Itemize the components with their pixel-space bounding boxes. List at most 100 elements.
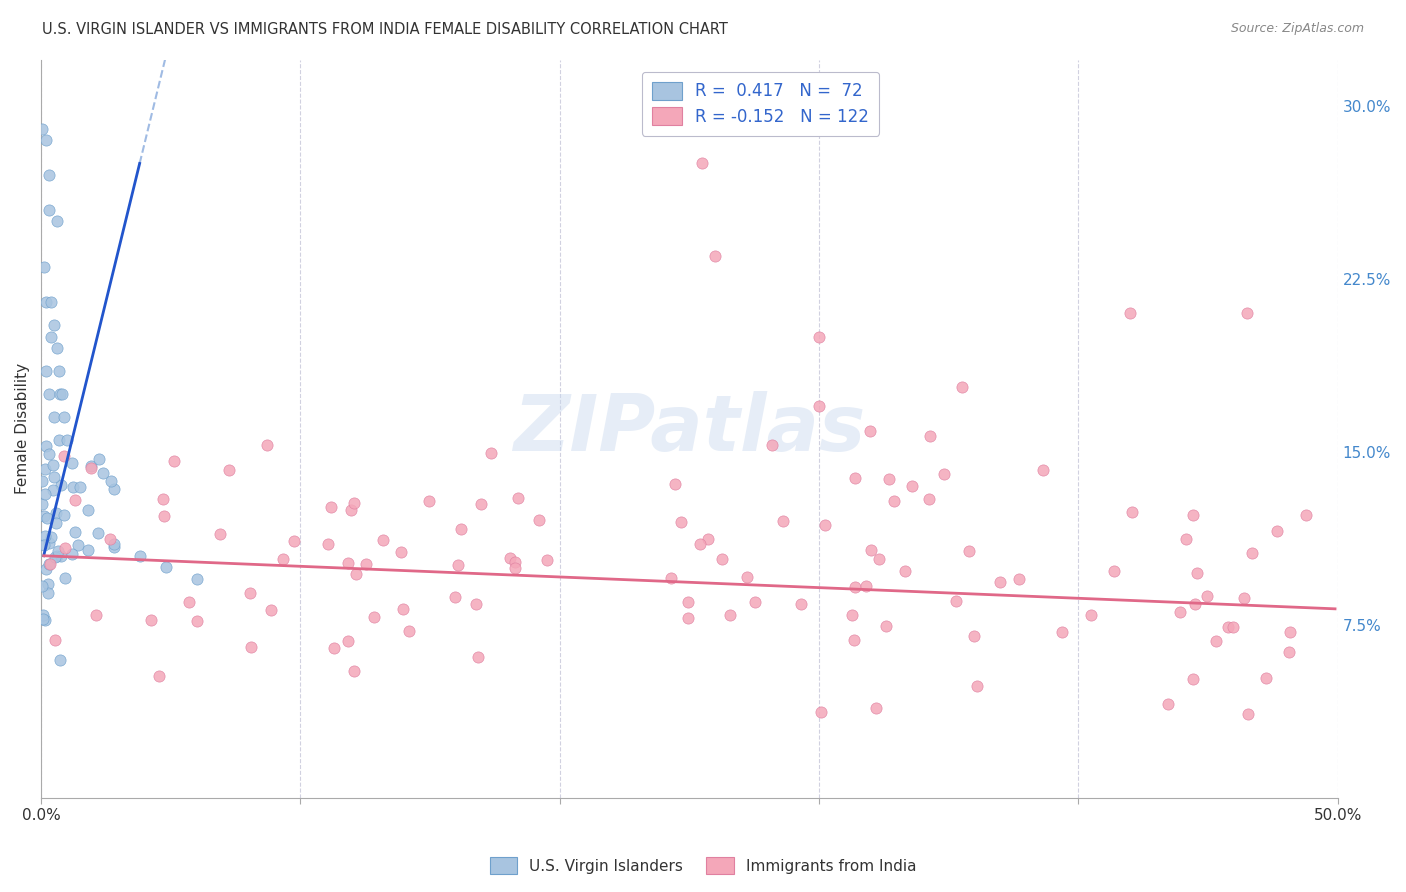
Point [844, 580, 866, 594]
Point [467, 650, 489, 665]
Point [808, 399, 831, 413]
Point [42, 458, 65, 472]
Point [704, 249, 727, 263]
Point [31, 497, 53, 511]
Point [392, 602, 415, 616]
Point [35, 364, 58, 378]
Point [844, 471, 866, 485]
Point [37, 511, 59, 525]
Point [63, 493, 86, 508]
Point [527, 513, 550, 527]
Point [218, 462, 240, 476]
Point [1237, 707, 1260, 722]
Point [152, 491, 174, 506]
Point [398, 624, 420, 638]
Point [56, 434, 79, 448]
Point [900, 479, 922, 493]
Point [865, 701, 887, 715]
Point [1008, 572, 1031, 586]
Point [450, 522, 472, 536]
Point [676, 595, 699, 609]
Point [103, 537, 125, 551]
Y-axis label: Female Disability: Female Disability [15, 363, 30, 494]
Point [962, 629, 984, 643]
Point [354, 557, 377, 571]
Point [34, 529, 56, 543]
Text: Source: ZipAtlas.com: Source: ZipAtlas.com [1230, 22, 1364, 36]
Point [31, 579, 53, 593]
Point [186, 614, 208, 628]
Point [208, 526, 231, 541]
Point [1222, 619, 1244, 633]
Point [52, 508, 75, 522]
Point [718, 607, 741, 622]
Point [503, 555, 526, 569]
Point [35, 561, 58, 575]
Point [46, 543, 69, 558]
Point [80, 461, 103, 475]
Point [363, 610, 385, 624]
Point [32, 538, 55, 552]
Point [841, 607, 863, 622]
Point [259, 603, 281, 617]
Point [1236, 306, 1258, 320]
Point [536, 553, 558, 567]
Point [498, 550, 520, 565]
Point [39, 558, 62, 572]
Point [45, 549, 67, 564]
Point [808, 329, 831, 343]
Point [84, 608, 107, 623]
Point [1168, 605, 1191, 619]
Point [48, 387, 70, 401]
Point [316, 536, 339, 550]
Point [38, 168, 60, 182]
Point [1277, 645, 1299, 659]
Point [177, 594, 200, 608]
Point [689, 537, 711, 551]
Point [503, 561, 526, 575]
Text: ZIPatlas: ZIPatlas [513, 391, 866, 467]
Point [38, 536, 60, 550]
Point [283, 534, 305, 549]
Point [49, 549, 72, 563]
Point [41, 329, 63, 343]
Point [465, 598, 488, 612]
Point [103, 482, 125, 496]
Point [65, 524, 87, 539]
Point [53, 541, 76, 556]
Point [1080, 607, 1102, 622]
Point [89, 452, 111, 467]
Point [950, 380, 973, 394]
Point [31, 121, 53, 136]
Point [98, 532, 121, 546]
Point [735, 570, 758, 584]
Point [38, 446, 60, 460]
Point [34, 487, 56, 501]
Point [322, 641, 344, 656]
Point [918, 428, 941, 442]
Point [1185, 566, 1208, 580]
Point [1182, 508, 1205, 522]
Point [883, 493, 905, 508]
Point [152, 508, 174, 523]
Point [772, 514, 794, 528]
Point [103, 541, 125, 555]
Point [42, 469, 65, 483]
Point [38, 387, 60, 401]
Point [1032, 463, 1054, 477]
Point [389, 545, 412, 559]
Point [186, 572, 208, 586]
Point [91, 466, 114, 480]
Point [893, 565, 915, 579]
Point [669, 515, 692, 529]
Point [32, 612, 55, 626]
Point [1240, 546, 1263, 560]
Point [336, 556, 359, 570]
Point [80, 458, 103, 473]
Point [859, 424, 882, 438]
Point [343, 496, 366, 510]
Point [52, 449, 75, 463]
Point [256, 438, 278, 452]
Point [45, 506, 67, 520]
Point [37, 585, 59, 599]
